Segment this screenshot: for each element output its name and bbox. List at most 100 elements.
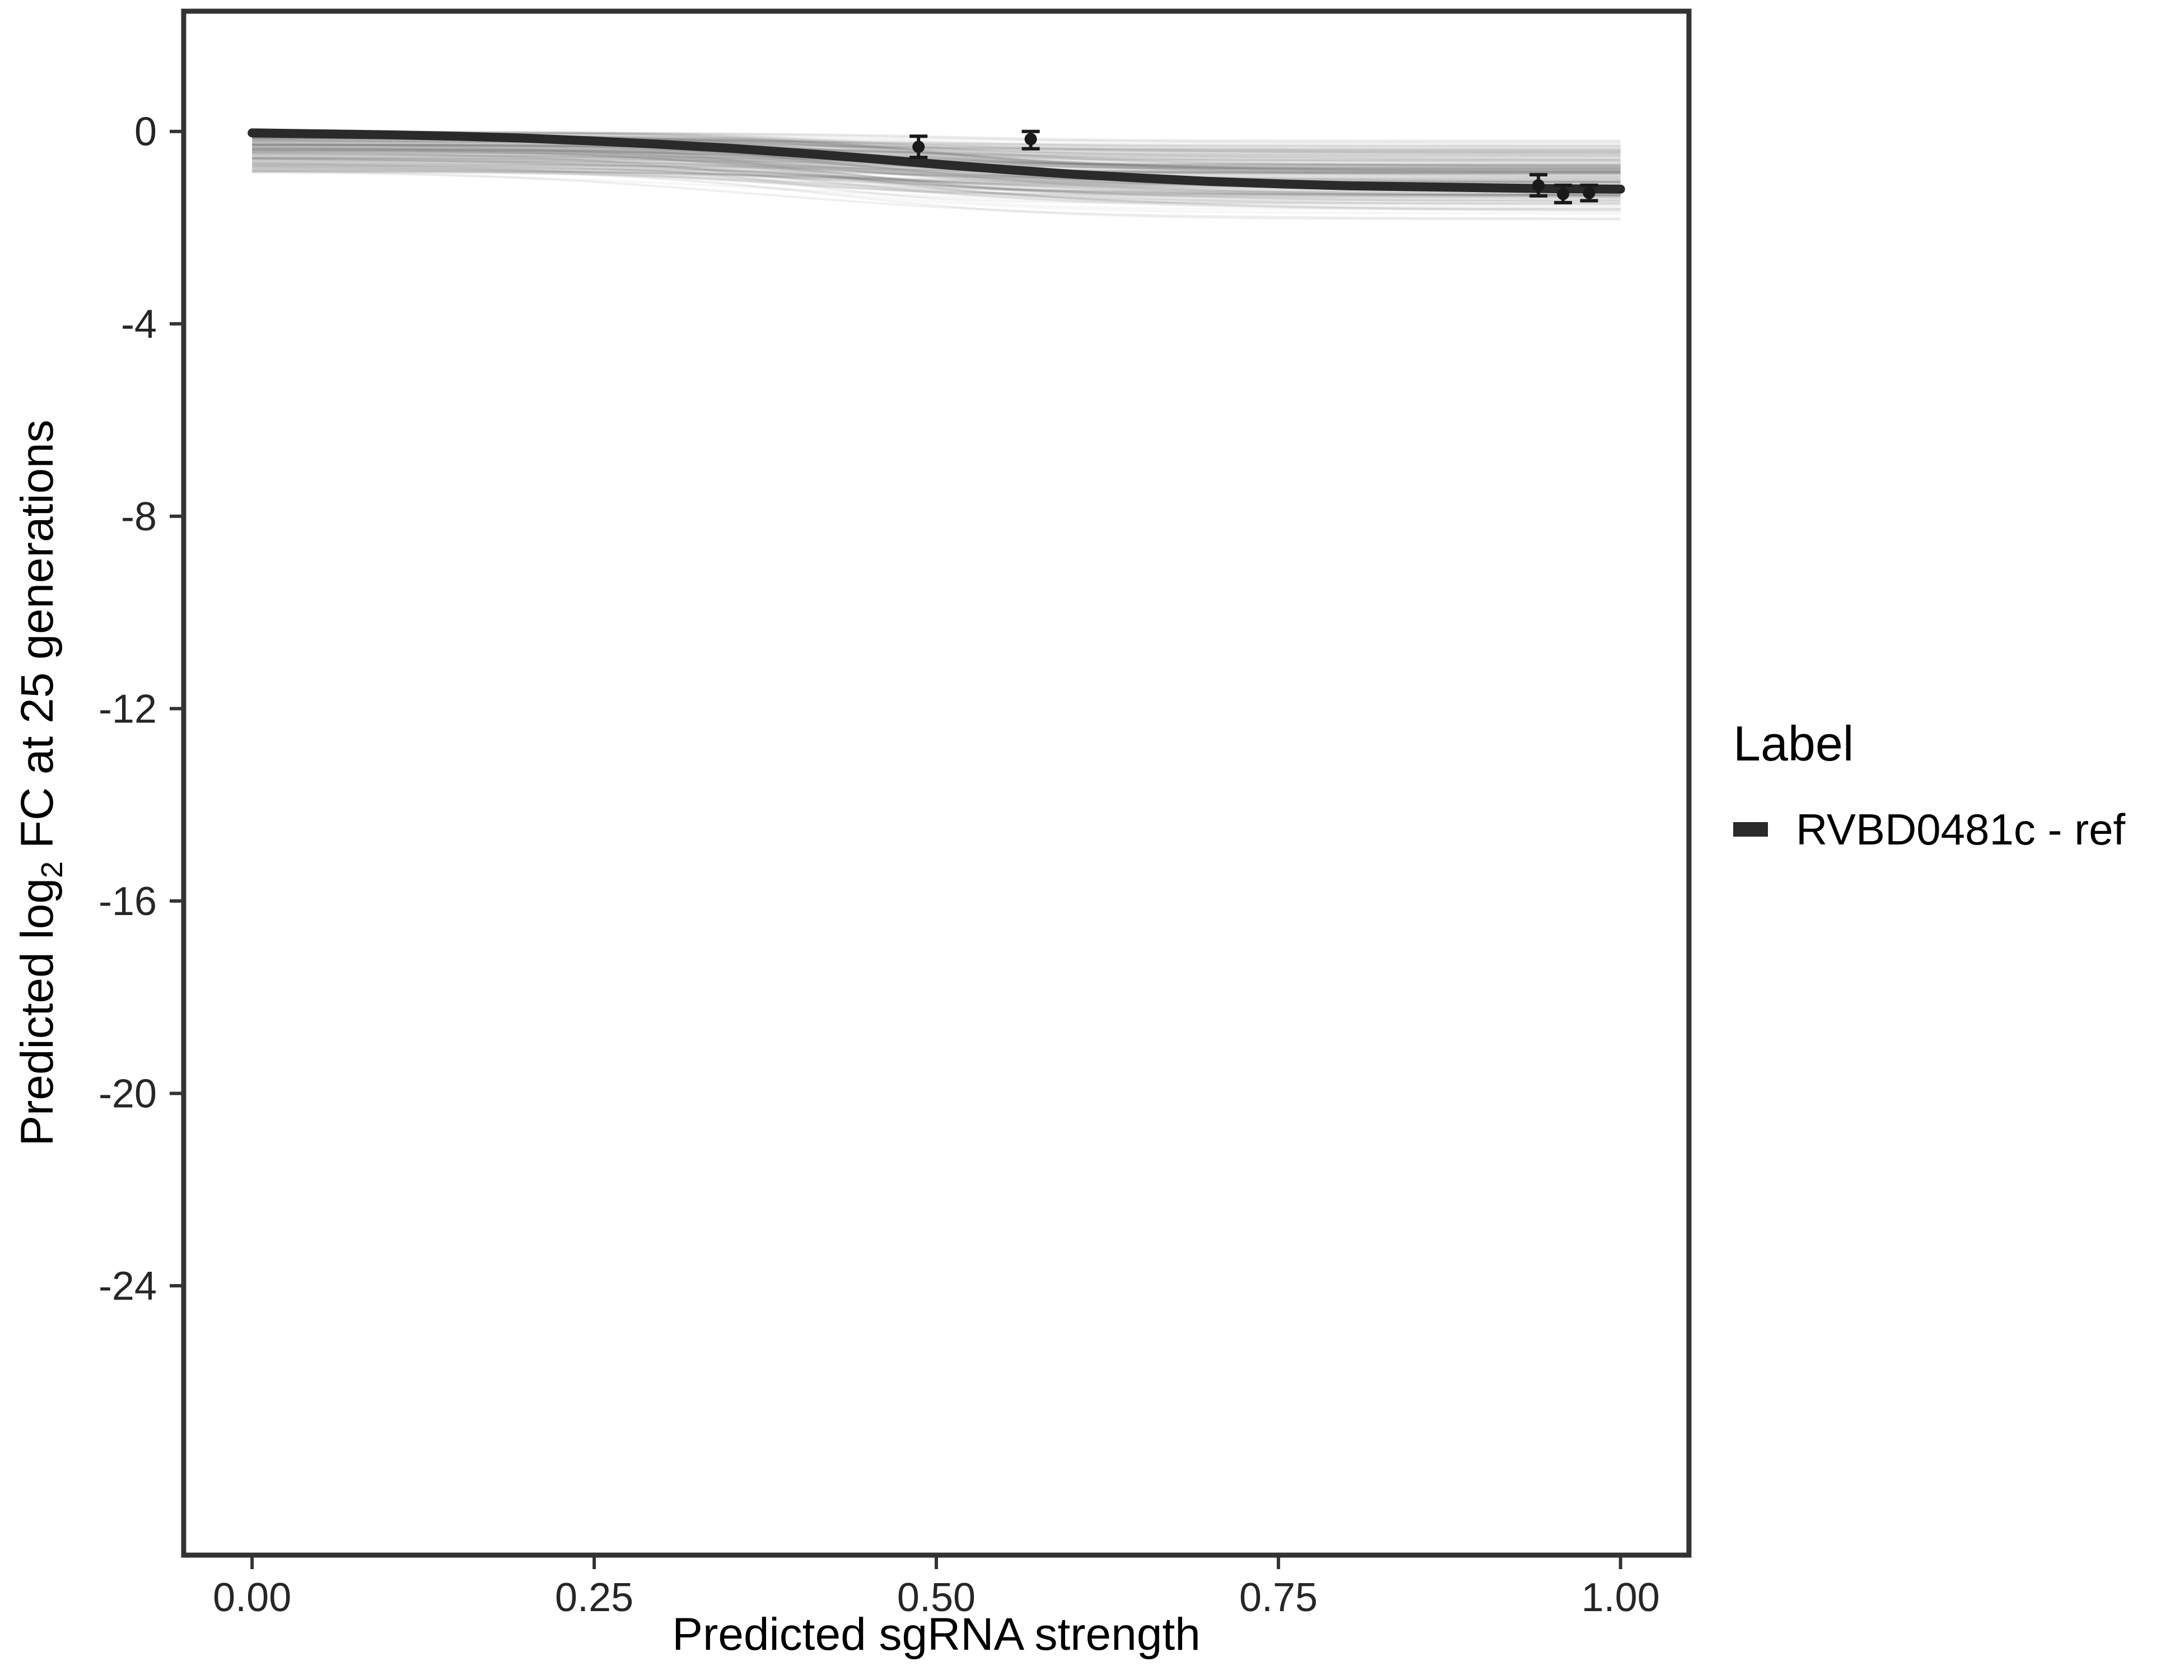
ensemble-curve — [252, 151, 1621, 179]
legend: Label RVBD0481c - ref — [1733, 719, 2125, 851]
ensemble-curve — [252, 145, 1621, 171]
ensemble-curve — [252, 130, 1621, 150]
ensemble-curve — [252, 143, 1621, 160]
y-tick-label: -16 — [99, 879, 157, 924]
ensemble-curve — [252, 157, 1621, 203]
ensemble-curve — [252, 141, 1621, 193]
ensemble-curve — [252, 130, 1621, 156]
y-axis-title-suffix: FC at 25 generations — [11, 419, 63, 861]
ensemble-curve — [252, 162, 1621, 198]
ensemble-curve — [252, 162, 1621, 201]
ensemble-curve — [252, 153, 1621, 197]
ensemble-curve — [252, 146, 1621, 161]
y-axis-title-prefix: Predicted log — [11, 878, 63, 1146]
ensemble-curve — [252, 170, 1621, 211]
ensemble-curve — [252, 143, 1621, 157]
ensemble-curve — [252, 147, 1621, 193]
ensemble-curve — [252, 164, 1621, 174]
ensemble-curve — [252, 163, 1621, 204]
ensemble-curve — [252, 157, 1621, 175]
y-axis-title: Predicted log2 FC at 25 generations — [11, 419, 69, 1146]
ensemble-curve — [252, 157, 1621, 195]
ensemble-curve — [252, 155, 1621, 199]
ensemble-curve — [252, 157, 1621, 195]
y-axis-title-subscript: 2 — [35, 861, 69, 879]
ensemble-curve — [252, 143, 1621, 157]
posterior-ensemble — [252, 130, 1621, 221]
ensemble-curve — [252, 141, 1621, 172]
ensemble-curve — [252, 151, 1621, 161]
ensemble-curve — [252, 143, 1621, 163]
data-point — [1583, 186, 1595, 199]
legend-entry: RVBD0481c - ref — [1733, 808, 2125, 851]
ensemble-curve — [252, 147, 1621, 180]
ensemble-curve — [252, 144, 1621, 158]
ensemble-curve — [252, 165, 1621, 199]
ensemble-curve — [252, 142, 1621, 172]
ensemble-curve — [252, 139, 1621, 173]
ensemble-curve — [252, 139, 1621, 158]
legend-title: Label — [1733, 716, 1854, 771]
ensemble-curve — [252, 140, 1621, 161]
ensemble-curve — [252, 152, 1621, 199]
x-tick-label: 0.00 — [213, 1575, 291, 1620]
ensemble-curve — [252, 169, 1621, 202]
ensemble-curve — [252, 153, 1621, 174]
ensemble-curve — [252, 168, 1621, 221]
y-tick-label: -12 — [99, 687, 157, 731]
ensemble-curve — [252, 165, 1621, 213]
ensemble-curve — [252, 166, 1621, 194]
ensemble-curve — [252, 162, 1621, 197]
ensemble-curve — [252, 156, 1621, 197]
main-series — [248, 128, 1625, 194]
ensemble-curve — [252, 157, 1621, 207]
y-tick-label: -24 — [99, 1264, 157, 1309]
ensemble-curve — [252, 167, 1621, 183]
ensemble-curve — [252, 161, 1621, 211]
ensemble-curve — [252, 159, 1621, 204]
ensemble-curve — [252, 171, 1621, 196]
ensemble-curve — [252, 149, 1621, 174]
ensemble-curve — [252, 166, 1621, 215]
ensemble-curve — [252, 150, 1621, 196]
x-tick-label: 0.50 — [897, 1575, 976, 1620]
ensemble-curve — [252, 139, 1621, 153]
ensemble-curve — [252, 158, 1621, 211]
ensemble-curve — [252, 170, 1621, 220]
ensemble-curve — [252, 144, 1621, 179]
y-tick-label: -20 — [99, 1071, 157, 1116]
x-tick-label: 0.75 — [1239, 1575, 1318, 1620]
ensemble-curve — [252, 141, 1621, 156]
data-point — [1557, 188, 1570, 200]
y-tick-label: -4 — [121, 302, 157, 347]
x-axis-title: Predicted sgRNA strength — [672, 1609, 1201, 1660]
ensemble-curve — [252, 151, 1621, 181]
ensemble-curve — [252, 147, 1621, 196]
legend-key-line-icon — [1733, 822, 1768, 837]
y-tick-label: -8 — [121, 494, 157, 539]
data-points — [909, 129, 1598, 204]
series-curve — [248, 128, 1625, 194]
ensemble-curve — [252, 164, 1621, 197]
ensemble-curve — [252, 165, 1621, 209]
ensemble-curve — [252, 165, 1621, 181]
ensemble-curve — [252, 147, 1621, 162]
ensemble-curve — [252, 162, 1621, 205]
ensemble-curve — [252, 141, 1621, 153]
ensemble-curve — [252, 161, 1621, 176]
panel-border — [181, 8, 1692, 1558]
data-point — [912, 141, 925, 153]
x-tick-label: 0.25 — [555, 1575, 633, 1620]
ensemble-curve — [252, 148, 1621, 196]
ensemble-curve — [252, 162, 1621, 199]
ensemble-curve — [252, 130, 1621, 169]
data-point — [1532, 179, 1545, 192]
ensemble-curve — [252, 147, 1621, 197]
ensemble-curve — [252, 152, 1621, 198]
ensemble-curve — [252, 171, 1621, 207]
ensemble-curve — [252, 150, 1621, 166]
ensemble-curve — [252, 167, 1621, 197]
